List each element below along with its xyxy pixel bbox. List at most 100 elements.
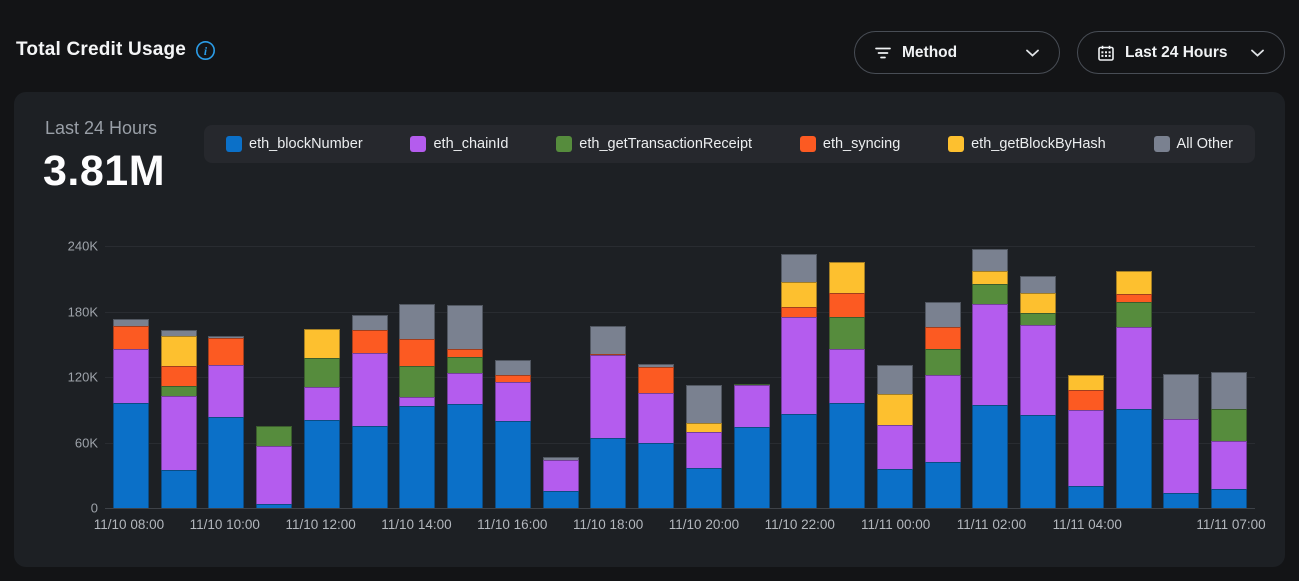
bar-segment-eth_blockNumber[interactable]	[925, 462, 961, 508]
bar-segment-All Other[interactable]	[447, 305, 483, 349]
bar-segment-eth_blockNumber[interactable]	[495, 421, 531, 508]
bar-segment-eth_blockNumber[interactable]	[304, 420, 340, 508]
stacked-bar[interactable]	[1068, 375, 1104, 508]
bar-segment-All Other[interactable]	[877, 365, 913, 394]
bar-segment-eth_syncing[interactable]	[1116, 294, 1152, 302]
bar-segment-eth_blockNumber[interactable]	[352, 426, 388, 508]
bar-segment-eth_syncing[interactable]	[113, 326, 149, 349]
stacked-bar[interactable]	[781, 254, 817, 508]
stacked-bar[interactable]	[399, 304, 435, 508]
bar-segment-eth_getBlockByHash[interactable]	[686, 423, 722, 432]
bar-segment-eth_chainId[interactable]	[1068, 410, 1104, 486]
bar-segment-eth_getTransactionReceipt[interactable]	[447, 357, 483, 372]
bar-segment-eth_getTransactionReceipt[interactable]	[304, 358, 340, 386]
bar-segment-eth_syncing[interactable]	[161, 366, 197, 386]
bar-segment-eth_blockNumber[interactable]	[829, 403, 865, 508]
stacked-bar[interactable]	[972, 249, 1008, 508]
bar-segment-eth_getTransactionReceipt[interactable]	[256, 426, 292, 446]
bar-segment-eth_chainId[interactable]	[829, 349, 865, 404]
bar-segment-eth_blockNumber[interactable]	[399, 406, 435, 508]
bar-segment-eth_blockNumber[interactable]	[543, 491, 579, 508]
stacked-bar[interactable]	[161, 330, 197, 508]
stacked-bar[interactable]	[256, 426, 292, 508]
bar-segment-All Other[interactable]	[686, 385, 722, 423]
stacked-bar[interactable]	[686, 385, 722, 508]
bar-segment-eth_getTransactionReceipt[interactable]	[925, 349, 961, 375]
stacked-bar[interactable]	[877, 365, 913, 508]
stacked-bar[interactable]	[352, 315, 388, 508]
bar-segment-eth_getTransactionReceipt[interactable]	[1211, 409, 1247, 442]
bar-segment-eth_chainId[interactable]	[447, 373, 483, 405]
bar-segment-eth_blockNumber[interactable]	[1211, 489, 1247, 508]
bar-segment-eth_syncing[interactable]	[495, 375, 531, 383]
bar-segment-All Other[interactable]	[399, 304, 435, 339]
bar-segment-eth_chainId[interactable]	[1020, 325, 1056, 416]
bar-segment-eth_chainId[interactable]	[734, 385, 770, 428]
bar-segment-eth_chainId[interactable]	[877, 425, 913, 469]
bar-segment-eth_blockNumber[interactable]	[1020, 415, 1056, 508]
bar-segment-All Other[interactable]	[1020, 276, 1056, 293]
bar-segment-eth_getBlockByHash[interactable]	[161, 336, 197, 367]
bar-segment-eth_chainId[interactable]	[495, 382, 531, 420]
bar-segment-eth_syncing[interactable]	[352, 330, 388, 353]
bar-segment-eth_getBlockByHash[interactable]	[1068, 375, 1104, 390]
bar-segment-eth_syncing[interactable]	[829, 293, 865, 317]
bar-segment-eth_getTransactionReceipt[interactable]	[972, 284, 1008, 304]
bar-segment-eth_syncing[interactable]	[925, 327, 961, 349]
bar-segment-eth_getBlockByHash[interactable]	[781, 282, 817, 307]
bar-segment-eth_getBlockByHash[interactable]	[829, 262, 865, 293]
bar-segment-eth_syncing[interactable]	[208, 338, 244, 365]
bar-segment-All Other[interactable]	[495, 360, 531, 375]
bar-segment-eth_syncing[interactable]	[638, 367, 674, 393]
bar-segment-All Other[interactable]	[781, 254, 817, 282]
bar-segment-eth_blockNumber[interactable]	[1068, 486, 1104, 508]
bar-segment-eth_getBlockByHash[interactable]	[1116, 271, 1152, 294]
stacked-bar[interactable]	[1116, 271, 1152, 508]
bar-segment-eth_blockNumber[interactable]	[734, 427, 770, 508]
method-filter-dropdown[interactable]: Method	[854, 31, 1060, 74]
legend-item[interactable]: eth_blockNumber	[226, 136, 363, 152]
legend-item[interactable]: eth_getTransactionReceipt	[556, 136, 752, 152]
bar-segment-eth_chainId[interactable]	[638, 393, 674, 442]
bar-segment-eth_blockNumber[interactable]	[877, 469, 913, 508]
bar-segment-eth_getBlockByHash[interactable]	[304, 329, 340, 358]
bar-segment-eth_syncing[interactable]	[447, 349, 483, 358]
bar-segment-eth_blockNumber[interactable]	[638, 443, 674, 509]
bar-segment-eth_getTransactionReceipt[interactable]	[1116, 302, 1152, 327]
bar-segment-eth_chainId[interactable]	[256, 446, 292, 504]
stacked-bar[interactable]	[734, 384, 770, 508]
bar-segment-eth_blockNumber[interactable]	[161, 470, 197, 508]
bar-segment-eth_getTransactionReceipt[interactable]	[829, 317, 865, 349]
bar-segment-eth_chainId[interactable]	[208, 365, 244, 417]
info-icon[interactable]: i	[195, 40, 216, 61]
stacked-bar[interactable]	[495, 360, 531, 508]
bar-segment-eth_getBlockByHash[interactable]	[877, 394, 913, 425]
bar-segment-eth_chainId[interactable]	[1211, 441, 1247, 489]
bar-segment-eth_syncing[interactable]	[781, 307, 817, 317]
stacked-bar[interactable]	[113, 319, 149, 508]
bar-segment-All Other[interactable]	[972, 249, 1008, 271]
stacked-bar[interactable]	[925, 302, 961, 508]
bar-segment-eth_blockNumber[interactable]	[1163, 493, 1199, 508]
bar-segment-All Other[interactable]	[1163, 374, 1199, 419]
bar-segment-All Other[interactable]	[1211, 372, 1247, 409]
legend-item[interactable]: eth_getBlockByHash	[948, 136, 1106, 152]
bar-segment-eth_syncing[interactable]	[1068, 390, 1104, 410]
bar-segment-eth_blockNumber[interactable]	[208, 417, 244, 508]
bar-segment-eth_chainId[interactable]	[113, 349, 149, 404]
stacked-bar[interactable]	[1211, 372, 1247, 508]
bar-segment-eth_chainId[interactable]	[925, 375, 961, 462]
bar-segment-All Other[interactable]	[590, 326, 626, 354]
bar-segment-eth_chainId[interactable]	[352, 353, 388, 426]
legend-item[interactable]: eth_chainId	[410, 136, 508, 152]
stacked-bar[interactable]	[638, 364, 674, 508]
bar-segment-All Other[interactable]	[925, 302, 961, 327]
stacked-bar[interactable]	[304, 329, 340, 508]
bar-segment-eth_blockNumber[interactable]	[113, 403, 149, 508]
stacked-bar[interactable]	[1020, 276, 1056, 508]
stacked-bar[interactable]	[590, 326, 626, 508]
stacked-bar[interactable]	[1163, 374, 1199, 508]
bar-segment-eth_chainId[interactable]	[1163, 419, 1199, 493]
bar-segment-eth_blockNumber[interactable]	[781, 414, 817, 508]
bar-segment-eth_chainId[interactable]	[543, 460, 579, 491]
